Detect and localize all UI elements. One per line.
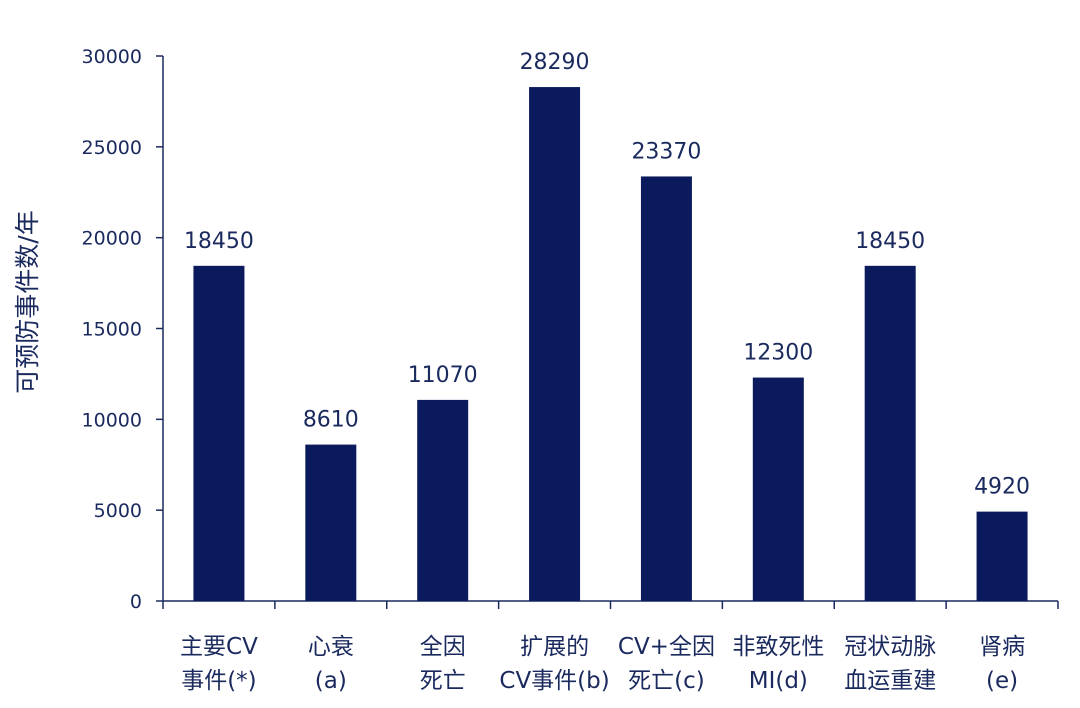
bar-value-label: 23370 bbox=[631, 139, 701, 164]
bar-value-label: 8610 bbox=[303, 408, 359, 433]
bar-value-label: 4920 bbox=[974, 475, 1030, 500]
bars bbox=[193, 87, 1028, 601]
bar bbox=[640, 176, 692, 601]
category-label: 主要CV bbox=[180, 634, 258, 660]
y-tick-label: 15000 bbox=[82, 319, 142, 341]
bar-value-label: 18450 bbox=[184, 229, 254, 254]
category-label: (e) bbox=[986, 668, 1018, 694]
category-label: 冠状动脉 bbox=[844, 634, 936, 660]
bar bbox=[417, 399, 469, 601]
bar bbox=[864, 265, 916, 601]
category-label: 死亡 bbox=[420, 668, 466, 694]
category-label: 肾病 bbox=[979, 634, 1025, 660]
category-label: 死亡(c) bbox=[628, 668, 705, 694]
y-tick-label: 0 bbox=[130, 591, 142, 613]
y-axis-title: 可预防事件数/年 bbox=[13, 210, 42, 393]
data-labels: 18450 8610 11070 28290 23370 12300 18450 4920 bbox=[184, 50, 1030, 500]
x-axis bbox=[162, 600, 1059, 609]
category-label: CV事件(b) bbox=[499, 668, 609, 694]
bar bbox=[529, 87, 581, 601]
bar bbox=[193, 265, 245, 601]
bar bbox=[752, 377, 804, 601]
y-tick-label: 20000 bbox=[82, 228, 142, 250]
bar-value-label: 11070 bbox=[408, 363, 478, 388]
category-label: 事件(*) bbox=[181, 668, 256, 694]
y-tick-label: 25000 bbox=[82, 137, 142, 159]
category-label: 全因 bbox=[420, 634, 466, 660]
category-label: (a) bbox=[315, 668, 347, 694]
bar bbox=[976, 511, 1028, 601]
category-label: 心衰 bbox=[308, 634, 354, 660]
category-label: MI(d) bbox=[749, 668, 808, 694]
y-tick-label: 5000 bbox=[94, 500, 142, 522]
category-label: 扩展的 bbox=[520, 634, 589, 660]
category-label: CV+全因 bbox=[618, 634, 715, 660]
bar-value-label: 28290 bbox=[520, 50, 590, 75]
y-tick-label: 10000 bbox=[82, 409, 142, 431]
bar-value-label: 18450 bbox=[855, 229, 925, 254]
y-tick-label: 30000 bbox=[82, 46, 142, 68]
category-label: 非致死性 bbox=[732, 634, 824, 660]
bar-value-label: 12300 bbox=[743, 341, 813, 366]
bar bbox=[305, 444, 357, 601]
y-axis: 0 5000 10000 15000 20000 25000 30000 bbox=[82, 46, 164, 613]
category-label: 血运重建 bbox=[844, 668, 936, 694]
